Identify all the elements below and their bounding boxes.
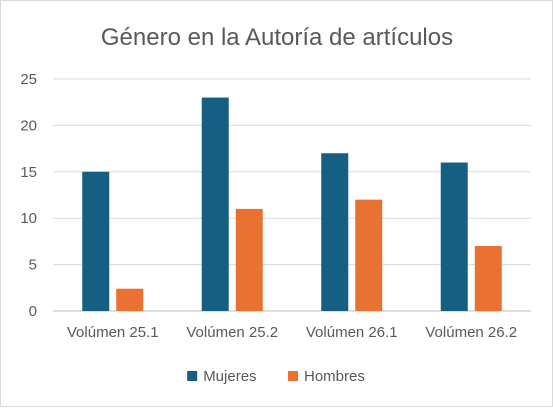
y-tick-label: 5 (29, 257, 37, 274)
x-axis-ticks: Volúmen 25.1 Volúmen 25.2 Volúmen 26.1 Volú… (67, 324, 517, 341)
legend-label-hombres: Hombres (304, 368, 365, 385)
bar-mujeres-3 (321, 153, 349, 311)
bar-hombres-1 (116, 288, 144, 311)
x-tick-label: Volúmen 25.1 (67, 324, 159, 341)
bar-mujeres-1 (82, 171, 110, 311)
bar-mujeres-4 (440, 162, 468, 311)
bar-hombres-3 (355, 199, 383, 311)
legend-label-mujeres: Mujeres (203, 368, 256, 385)
bar-hombres-2 (235, 208, 263, 311)
bar-hombres-4 (474, 246, 502, 311)
x-tick-label: Volúmen 25.2 (186, 324, 278, 341)
y-axis-ticks: 0 5 10 15 20 25 (20, 71, 37, 320)
legend-swatch-hombres (288, 371, 298, 381)
chart-title: Género en la Autoría de artículos (101, 24, 453, 51)
legend: Mujeres Hombres (187, 368, 365, 385)
x-tick-label: Volúmen 26.1 (306, 324, 398, 341)
x-tick-label: Volúmen 26.2 (425, 324, 517, 341)
bar-mujeres-2 (201, 97, 229, 311)
legend-swatch-mujeres (187, 371, 198, 381)
bars (82, 97, 502, 311)
y-tick-label: 25 (20, 71, 37, 88)
y-tick-label: 10 (20, 210, 37, 227)
y-tick-label: 20 (20, 117, 37, 134)
y-tick-label: 0 (29, 303, 37, 320)
y-tick-label: 15 (20, 164, 37, 181)
